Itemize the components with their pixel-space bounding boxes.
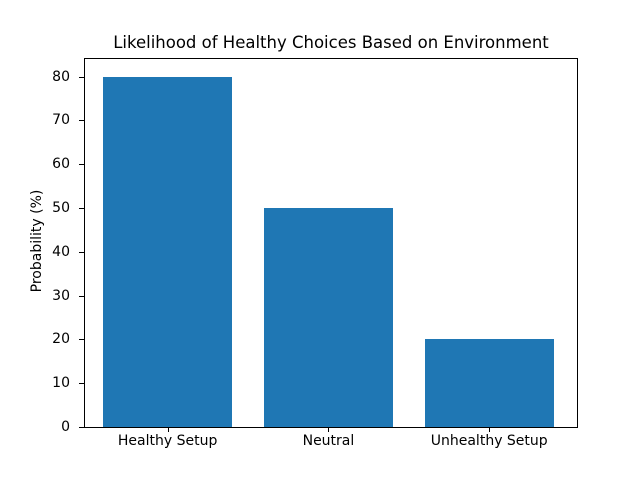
x-tick-label: Healthy Setup: [117, 433, 218, 449]
y-tick-mark: [79, 208, 84, 209]
bar: [103, 76, 232, 427]
y-tick-label: 70: [52, 112, 70, 129]
x-tick-mark: [489, 428, 490, 432]
y-tick-label: 20: [52, 331, 70, 348]
y-tick-mark: [79, 164, 84, 165]
bar: [264, 207, 393, 427]
x-tick-mark: [328, 428, 329, 432]
y-tick-mark: [79, 339, 84, 340]
y-tick-mark: [79, 427, 84, 428]
y-tick-label: 80: [52, 68, 70, 85]
x-tick-label: Neutral: [302, 433, 355, 449]
x-tick-mark: [168, 428, 169, 432]
y-tick-label: 50: [52, 199, 70, 216]
y-tick-mark: [79, 252, 84, 253]
y-tick-label: 0: [61, 419, 70, 435]
y-tick-label: 30: [52, 287, 70, 304]
chart-title: Likelihood of Healthy Choices Based on E…: [113, 33, 549, 52]
plot-area: [84, 58, 578, 428]
y-tick-mark: [79, 296, 84, 297]
y-tick-label: 10: [52, 375, 70, 392]
y-tick-mark: [79, 383, 84, 384]
y-tick-label: 40: [52, 243, 70, 260]
y-tick-mark: [79, 120, 84, 121]
x-tick-label: Unhealthy Setup: [430, 433, 548, 449]
y-tick-mark: [79, 77, 84, 78]
bar: [424, 339, 554, 427]
y-tick-label: 60: [52, 156, 70, 173]
bars-layer: [85, 59, 577, 427]
